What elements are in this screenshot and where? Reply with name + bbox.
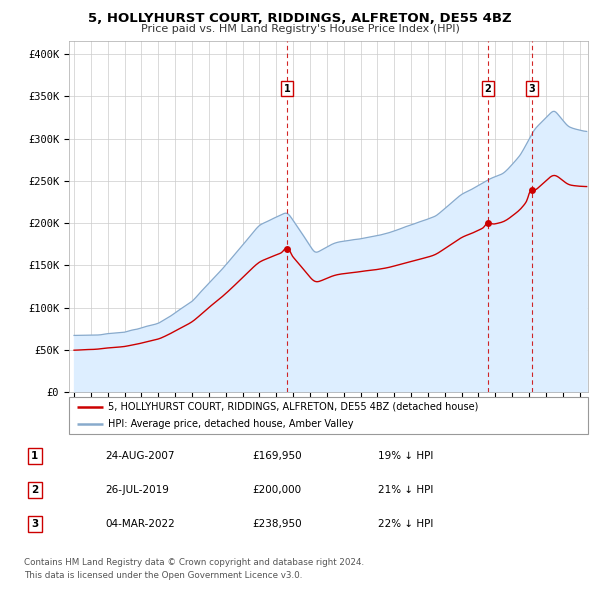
Text: 5, HOLLYHURST COURT, RIDDINGS, ALFRETON, DE55 4BZ (detached house): 5, HOLLYHURST COURT, RIDDINGS, ALFRETON,… [108, 402, 478, 412]
Text: £238,950: £238,950 [252, 519, 302, 529]
Text: £169,950: £169,950 [252, 451, 302, 461]
Text: 21% ↓ HPI: 21% ↓ HPI [378, 485, 433, 495]
Text: 3: 3 [31, 519, 38, 529]
Text: £200,000: £200,000 [252, 485, 301, 495]
Text: 2: 2 [485, 84, 491, 94]
Text: 24-AUG-2007: 24-AUG-2007 [105, 451, 175, 461]
Text: HPI: Average price, detached house, Amber Valley: HPI: Average price, detached house, Ambe… [108, 419, 353, 429]
Text: 19% ↓ HPI: 19% ↓ HPI [378, 451, 433, 461]
Text: 26-JUL-2019: 26-JUL-2019 [105, 485, 169, 495]
Text: 1: 1 [31, 451, 38, 461]
Text: This data is licensed under the Open Government Licence v3.0.: This data is licensed under the Open Gov… [24, 571, 302, 579]
Text: 04-MAR-2022: 04-MAR-2022 [105, 519, 175, 529]
Text: 22% ↓ HPI: 22% ↓ HPI [378, 519, 433, 529]
Text: 1: 1 [284, 84, 290, 94]
Text: 2: 2 [31, 485, 38, 495]
Text: 5, HOLLYHURST COURT, RIDDINGS, ALFRETON, DE55 4BZ: 5, HOLLYHURST COURT, RIDDINGS, ALFRETON,… [88, 12, 512, 25]
Text: 3: 3 [529, 84, 535, 94]
Text: Price paid vs. HM Land Registry's House Price Index (HPI): Price paid vs. HM Land Registry's House … [140, 24, 460, 34]
Text: Contains HM Land Registry data © Crown copyright and database right 2024.: Contains HM Land Registry data © Crown c… [24, 558, 364, 566]
